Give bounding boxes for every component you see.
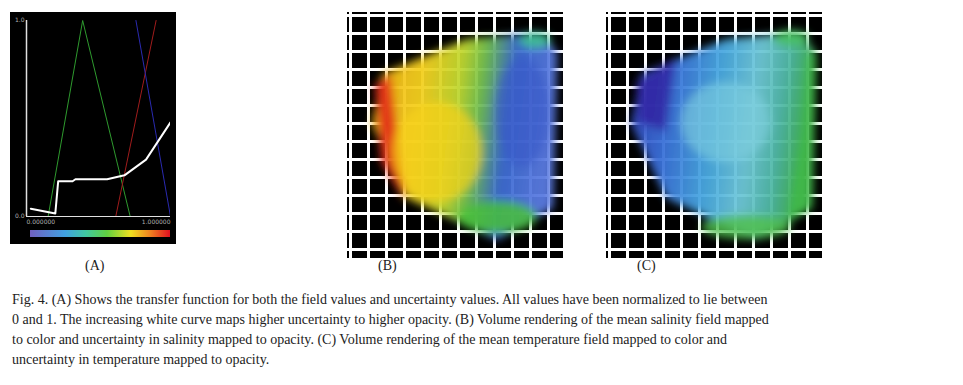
html-text:(B): (B) bbox=[378, 258, 397, 273]
svg-text:0.000000: 0.000000 bbox=[27, 218, 56, 225]
html-text:Fig. 4. (A) Shows the transfer: Fig. 4. (A) Shows the transfer function … bbox=[12, 292, 768, 307]
html-text:0 and 1. The increasing white: 0 and 1. The increasing white curve maps… bbox=[12, 312, 769, 327]
html-text:to color and uncertainty in sa: to color and uncertainty in salinity map… bbox=[12, 332, 728, 347]
html-text:uncertainty in temperature map: uncertainty in temperature mapped to opa… bbox=[12, 352, 270, 367]
svg-text:1.0: 1.0 bbox=[15, 16, 25, 23]
html-text:(C): (C) bbox=[637, 258, 656, 273]
html-text:(A): (A) bbox=[85, 258, 105, 273]
svg-text:0.0: 0.0 bbox=[15, 212, 25, 219]
svg-text:1.000000: 1.000000 bbox=[142, 218, 171, 225]
